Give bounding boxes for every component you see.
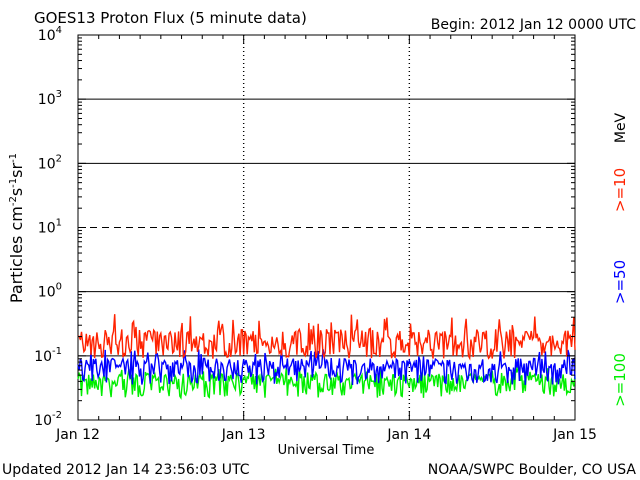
x-tick-label: Jan 13 <box>221 427 266 443</box>
credit-text: NOAA/SWPC Boulder, CO USA <box>428 462 637 478</box>
y-tick-label: 102 <box>38 153 62 172</box>
y-tick-label: 104 <box>38 25 62 44</box>
series-line-0 <box>77 314 576 361</box>
begin-time: Begin: 2012 Jan 12 0000 UTC <box>431 17 636 33</box>
data-layer <box>77 314 576 400</box>
x-tick-label: Jan 12 <box>55 427 100 443</box>
x-axis-ticks: Jan 12 Jan 13 Jan 14 Jan 15 <box>55 35 597 443</box>
y-tick-label: 10-2 <box>34 410 62 429</box>
y-tick-label: 10-1 <box>34 346 62 365</box>
legend-unit: MeV <box>613 112 629 143</box>
x-axis-label: Universal Time <box>278 443 375 458</box>
y-axis-ticks: 10-2 10-1 100 101 102 103 104 <box>34 25 575 429</box>
y-tick-label: 100 <box>38 282 62 301</box>
y-axis-label: Particles cm-2s-1sr-1 <box>7 153 26 303</box>
y-tick-label: 103 <box>38 89 62 108</box>
y-tick-label: 101 <box>38 218 62 237</box>
x-tick-label: Jan 14 <box>386 427 431 443</box>
updated-timestamp: Updated 2012 Jan 14 23:56:03 UTC <box>2 462 250 478</box>
chart-title: GOES13 Proton Flux (5 minute data) <box>34 9 307 27</box>
legend-ge10: >=10 <box>611 168 629 212</box>
legend-ge50: >=50 <box>611 260 629 304</box>
legend-ge100: >=100 <box>611 353 629 407</box>
x-tick-label: Jan 15 <box>552 427 597 443</box>
series-line-1 <box>77 349 576 386</box>
